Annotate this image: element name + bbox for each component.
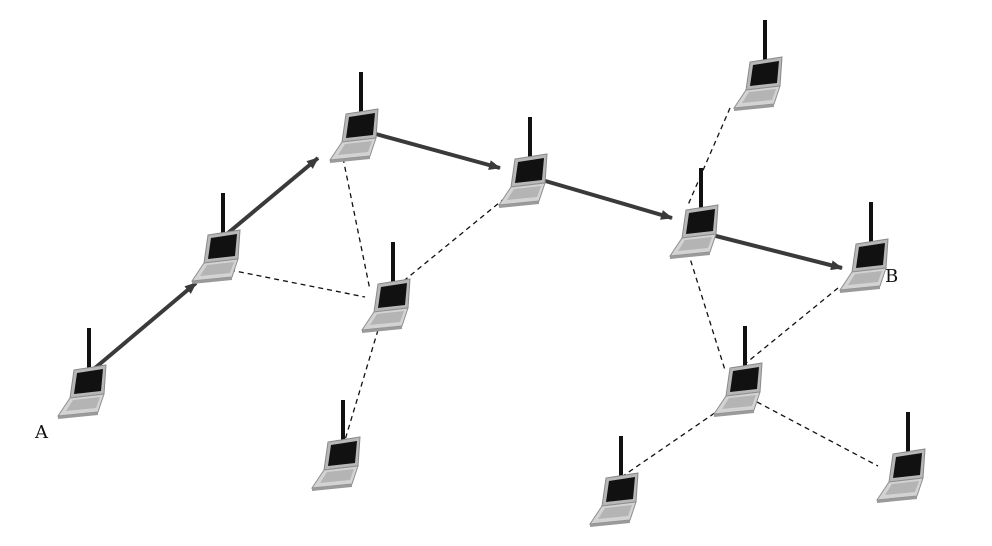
dashed-link [739,287,839,369]
laptop-icon [732,18,784,113]
source-label: A [34,422,49,443]
route-arrow [93,281,198,370]
dashed-link [344,329,379,441]
dashed-link [342,157,371,291]
laptop-icon [838,200,890,295]
route-arrow [541,178,673,220]
route-arrow [711,233,843,271]
destination-label: B [885,266,898,287]
laptop-icon [190,191,242,286]
dashed-link [619,407,723,479]
dashed-link [687,107,731,206]
laptop-nodes [56,18,927,529]
laptop-icon [497,115,549,210]
dashed-link [229,269,366,298]
dashed-link [756,401,879,467]
laptop-icon [588,434,640,529]
route-arrow [226,156,320,235]
dashed-link [687,251,726,371]
dashed-link [394,197,506,289]
laptop-icon [56,326,108,421]
laptop-icon [712,324,764,419]
laptop-icon [360,240,412,335]
dashed-links [229,107,879,479]
laptop-icon [310,398,362,493]
laptop-icon [668,166,720,261]
route-arrows [93,131,843,370]
laptop-icon [875,410,927,505]
laptop-icon [328,70,380,165]
route-arrow [371,131,501,170]
